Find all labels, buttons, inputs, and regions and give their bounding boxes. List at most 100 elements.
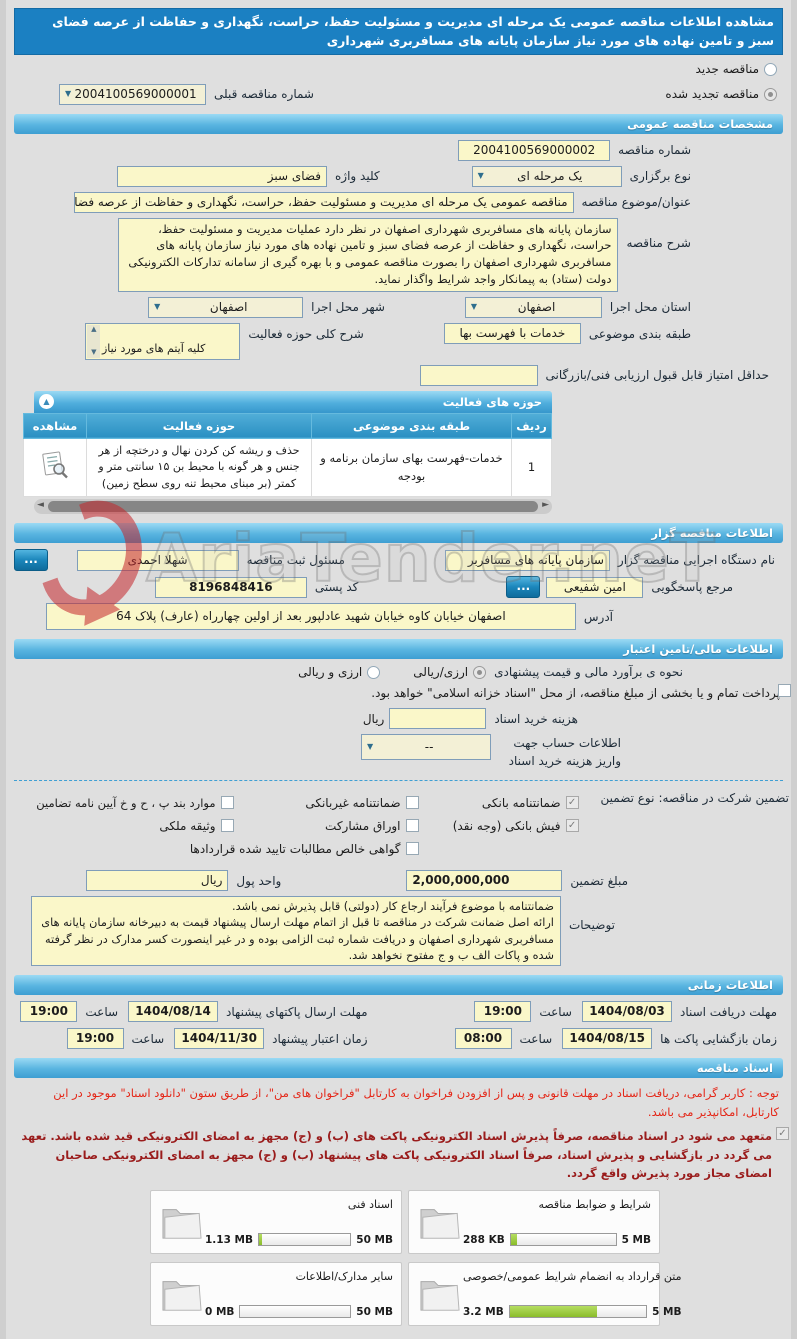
scroll-right-icon[interactable]: ► bbox=[542, 500, 549, 511]
bank-guarantee-label: ضمانتنامه بانکی bbox=[481, 795, 561, 810]
both-currency-radio[interactable] bbox=[367, 665, 381, 679]
tender-number-label: شماره مناقصه bbox=[618, 143, 691, 158]
section-tenderer-info: اطلاعات مناقصه گزار bbox=[14, 523, 783, 544]
envelope-opening-time: زمان بازگشایی پاکت ها 1404/08/15 ساعت 08… bbox=[396, 1028, 777, 1050]
envelope-opening-time-field[interactable]: 08:00 bbox=[454, 1028, 512, 1050]
upload-size: 3.2 MB bbox=[463, 1305, 504, 1318]
postal-field[interactable]: 8196848416 bbox=[154, 576, 307, 598]
collapse-icon[interactable]: ▲ bbox=[39, 393, 54, 409]
upload-progress-bar bbox=[509, 1233, 617, 1247]
upload-card-terms[interactable]: شرایط و ضوابط مناقصه 288 KB 5 MB bbox=[408, 1190, 660, 1255]
envelope-opening-date-field[interactable]: 1404/08/15 bbox=[562, 1028, 653, 1050]
registrar-more-button[interactable]: ... bbox=[14, 549, 48, 572]
description-field[interactable]: سازمان پایانه های مسافربری شهرداری اصفها… bbox=[118, 217, 619, 292]
min-score-field[interactable] bbox=[419, 364, 538, 386]
upload-label: شرایط و ضوابط مناقصه bbox=[538, 1198, 652, 1212]
guarantee-option: اوراق مشارکت bbox=[234, 814, 419, 837]
treasury-checkbox[interactable] bbox=[778, 684, 791, 698]
upload-size: 1.13 MB bbox=[205, 1233, 254, 1246]
view-document-icon[interactable] bbox=[40, 450, 70, 480]
separator bbox=[14, 780, 783, 782]
guarantee-option: ضمانتنامه غیربانکی bbox=[234, 791, 419, 814]
activity-areas-panel: حوزه های فعالیت ▲ ردیف طبقه بندی موضوعی … bbox=[23, 390, 552, 515]
doc-receipt-time-field[interactable]: 19:00 bbox=[474, 1001, 532, 1023]
rial-currency-radio[interactable] bbox=[473, 665, 487, 679]
registrar-field[interactable]: شهلا احمدی bbox=[76, 549, 239, 571]
scope-scroll[interactable]: ▲ ▼ bbox=[87, 324, 101, 358]
new-tender-radio-label: مناقصه جدید bbox=[695, 62, 759, 77]
scroll-left-icon[interactable]: ◄ bbox=[37, 500, 44, 511]
page-title: مشاهده اطلاعات مناقصه عمومی یک مرحله ای … bbox=[14, 8, 783, 55]
scope-field[interactable]: کلیه آیتم های مورد نیاز بر اساس فهرست به… bbox=[85, 322, 241, 360]
bonds-checkbox[interactable] bbox=[405, 819, 419, 833]
classification-field[interactable]: خدمات با فهرست بها bbox=[443, 322, 581, 344]
upload-card-technical[interactable]: اسناد فنی 1.13 MB 50 MB bbox=[150, 1190, 402, 1255]
doc-fee-label: هزینه خرید اسناد bbox=[494, 711, 578, 726]
account-select[interactable]: ▼ -- bbox=[361, 734, 491, 761]
notes-field[interactable]: ضمانتنامه با موضوع فرآیند ارجاع کار (دول… bbox=[30, 896, 561, 967]
renewed-tender-radio[interactable] bbox=[764, 87, 777, 101]
keyword-field[interactable]: فضای سبز bbox=[117, 165, 328, 187]
guarantee-option: موارد بند پ ، ح و خ آیین نامه تضامین bbox=[19, 791, 234, 814]
activity-table: ردیف طبقه بندی موضوعی حوزه فعالیت مشاهده… bbox=[23, 412, 552, 498]
scroll-up-icon[interactable]: ▲ bbox=[91, 324, 97, 333]
tender-number-field[interactable]: 2004100569000002 bbox=[458, 139, 611, 161]
tender-mode-row-renewed: مناقصه تجدید شده شماره مناقصه قبلی ▼ 200… bbox=[14, 83, 777, 105]
bid-submit-deadline-label: مهلت ارسال پاکتهای پیشنهاد bbox=[226, 1004, 368, 1019]
bank-guarantee-checkbox[interactable] bbox=[565, 796, 579, 810]
bid-validity-date-field[interactable]: 1404/11/30 bbox=[174, 1028, 265, 1050]
city-select[interactable]: ▼ اصفهان bbox=[148, 296, 304, 318]
chevron-down-icon: ▼ bbox=[154, 302, 161, 312]
registrar-label: مسئول ثبت مناقصه bbox=[246, 553, 345, 568]
account-value: -- bbox=[424, 739, 434, 754]
bid-submit-time-field[interactable]: 19:00 bbox=[20, 1001, 78, 1023]
upload-progress-fill bbox=[259, 1234, 262, 1246]
section-financial-info: اطلاعات مالی/تامین اعتبار bbox=[14, 639, 783, 660]
upload-cards: شرایط و ضوابط مناقصه 288 KB 5 MB اسناد ف… bbox=[6, 1190, 682, 1327]
upload-card-contract[interactable]: متن قرارداد به انضمام شرایط عمومی/خصوصی … bbox=[408, 1262, 682, 1327]
agency-field[interactable]: سازمان پایانه های مسافربر bbox=[444, 549, 610, 571]
new-tender-radio[interactable] bbox=[764, 62, 777, 76]
section-timing-info: اطلاعات زمانی bbox=[14, 975, 783, 996]
contact-more-button[interactable]: ... bbox=[506, 576, 541, 599]
upload-max: 5 MB bbox=[652, 1305, 682, 1318]
property-collateral-checkbox[interactable] bbox=[220, 819, 234, 833]
bid-submit-date-field[interactable]: 1404/08/14 bbox=[128, 1001, 219, 1023]
province-select[interactable]: ▼ اصفهان bbox=[464, 296, 602, 318]
address-label: آدرس bbox=[583, 609, 613, 624]
address-field[interactable]: اصفهان خیابان کاوه خیابان شهید عادلپور ب… bbox=[45, 603, 576, 631]
property-collateral-label: وثیقه ملکی bbox=[159, 818, 216, 833]
previous-tender-select[interactable]: ▼ 2004100569000001 bbox=[59, 83, 206, 105]
table-horizontal-scrollbar[interactable]: ◄ ► bbox=[34, 499, 552, 515]
doc-receipt-deadline-label: مهلت دریافت اسناد bbox=[679, 1004, 777, 1019]
chevron-down-icon: ▼ bbox=[367, 742, 374, 752]
upload-label: سایر مدارک/اطلاعات bbox=[295, 1270, 393, 1284]
bid-validity-time-field[interactable]: 19:00 bbox=[66, 1028, 124, 1050]
subject-row: عنوان/موضوع مناقصه مناقصه عمومی یک مرحله… bbox=[14, 191, 783, 213]
upload-card-other[interactable]: سایر مدارک/اطلاعات 0 MB 50 MB bbox=[150, 1262, 402, 1327]
guarantee-option: گواهی خالص مطالبات تایید شده قراردادها bbox=[190, 837, 419, 860]
net-claims-checkbox[interactable] bbox=[405, 842, 419, 856]
treasury-row: پرداخت تمام و یا بخشی از مبلغ مناقصه، از… bbox=[18, 684, 791, 703]
tender-type-label: نوع برگزاری bbox=[629, 169, 691, 184]
scroll-down-icon[interactable]: ▼ bbox=[91, 347, 97, 356]
upload-label: اسناد فنی bbox=[347, 1198, 393, 1212]
doc-receipt-date-field[interactable]: 1404/08/03 bbox=[581, 1001, 672, 1023]
upload-max: 50 MB bbox=[356, 1305, 393, 1318]
bank-receipt-checkbox[interactable] bbox=[565, 819, 579, 833]
bylaw-items-checkbox[interactable] bbox=[220, 796, 234, 810]
previous-tender-label: شماره مناقصه قبلی bbox=[214, 87, 314, 102]
tender-type-select[interactable]: ▼ یک مرحله ای bbox=[471, 165, 622, 187]
commitment-checkbox[interactable] bbox=[776, 1127, 789, 1141]
currency-field[interactable]: ریال bbox=[86, 870, 229, 892]
scrollbar-thumb[interactable] bbox=[48, 501, 538, 513]
estimate-method-label: نحوه ی برآورد مالی و قیمت پیشنهادی bbox=[494, 665, 683, 680]
hour-label: ساعت bbox=[519, 1031, 553, 1046]
contact-field[interactable]: امین شفیعی bbox=[546, 576, 644, 598]
bid-validity-time: زمان اعتبار پیشنهاد 1404/11/30 ساعت 19:0… bbox=[14, 1028, 396, 1050]
nonbank-guarantee-checkbox[interactable] bbox=[405, 796, 419, 810]
subject-field[interactable]: مناقصه عمومی یک مرحله ای مدیریت و مسئولی… bbox=[73, 191, 574, 213]
doc-fee-field[interactable] bbox=[389, 708, 487, 730]
guarantee-amount-field[interactable]: 2,000,000,000 bbox=[406, 870, 563, 892]
upload-size: 0 MB bbox=[205, 1305, 235, 1318]
